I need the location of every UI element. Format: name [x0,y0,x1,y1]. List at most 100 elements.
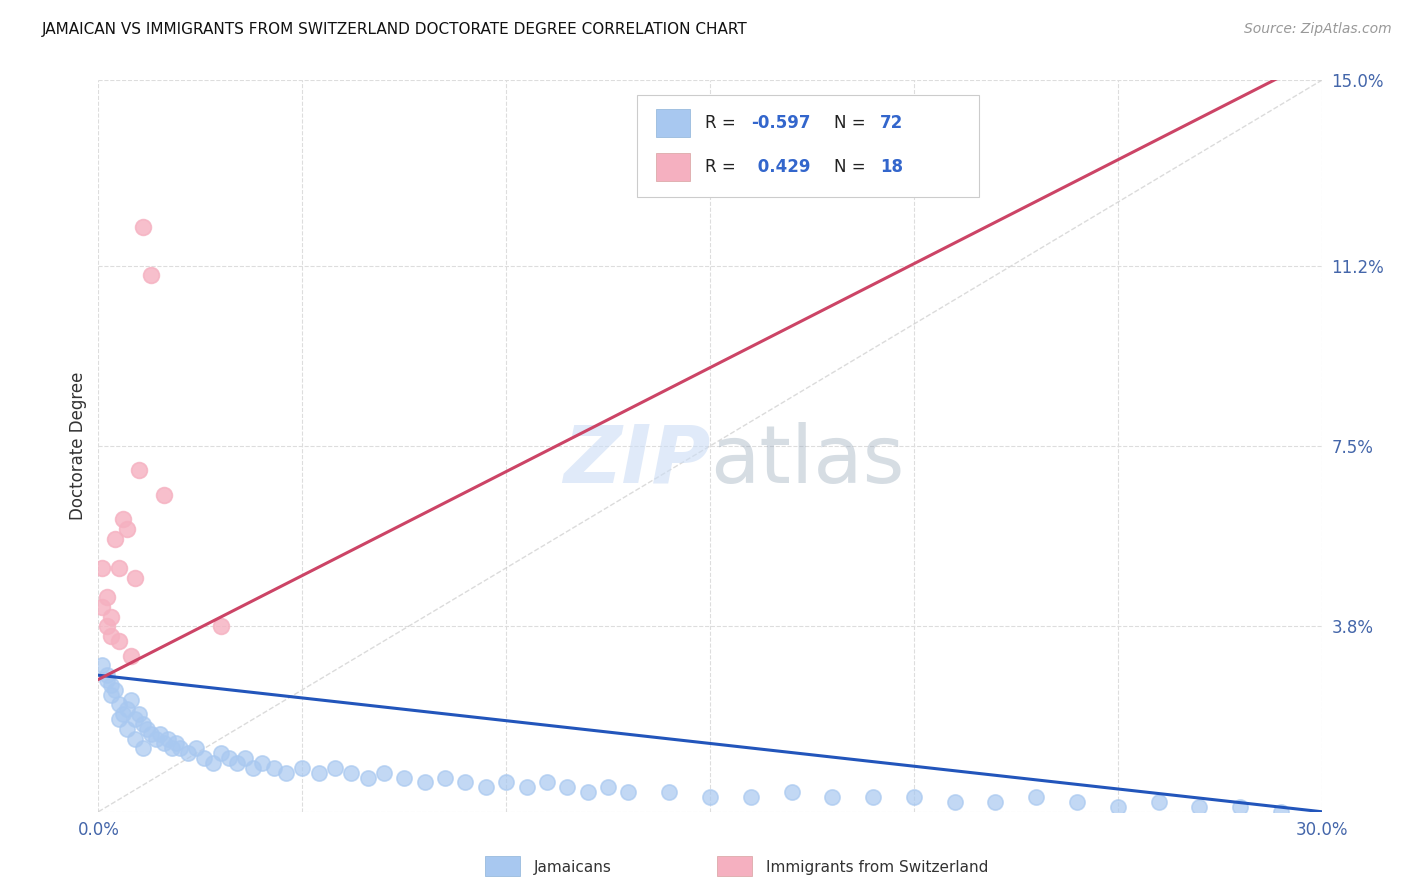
Point [100,688,122,702]
Point [291,761,314,775]
Point [1188,800,1211,814]
Text: -0.597: -0.597 [752,114,811,132]
Point [115,702,138,716]
Point [193,751,215,765]
Point [152,736,174,750]
Point [903,790,925,805]
Point [373,765,395,780]
Point [201,756,224,770]
Point [186,741,208,756]
Point [557,780,579,795]
Point [699,790,721,805]
Point [128,463,150,477]
Point [576,785,599,799]
Point [308,765,330,780]
Text: Jamaicans: Jamaicans [534,860,612,874]
Point [263,761,285,775]
Point [218,751,240,765]
Point [108,561,131,575]
Point [141,727,163,741]
Point [1270,805,1292,819]
Text: ZIP: ZIP [562,422,710,500]
Point [536,775,558,789]
Text: JAMAICAN VS IMMIGRANTS FROM SWITZERLAND DOCTORATE DEGREE CORRELATION CHART: JAMAICAN VS IMMIGRANTS FROM SWITZERLAND … [42,22,748,37]
Point [780,785,803,799]
Text: Immigrants from Switzerland: Immigrants from Switzerland [766,860,988,874]
Point [91,561,114,575]
Point [152,488,174,502]
Point [1066,795,1088,809]
Point [132,219,155,234]
Point [100,678,122,692]
Point [1229,800,1251,814]
Point [124,712,146,726]
Point [658,785,681,799]
Point [356,771,378,785]
Point [474,780,498,795]
Point [943,795,966,809]
Point [274,765,297,780]
Point [495,775,517,789]
Point [1147,795,1170,809]
Text: R =: R = [706,114,741,132]
Point [136,722,159,736]
Point [454,775,477,789]
Text: atlas: atlas [710,422,904,500]
Point [108,634,131,648]
Point [598,780,620,795]
Point [115,522,138,536]
Point [740,790,762,805]
Point [141,268,163,283]
Point [120,648,142,663]
Point [132,717,155,731]
Point [209,619,232,633]
Text: 0.429: 0.429 [752,158,810,176]
Point [1107,800,1129,814]
Point [250,756,273,770]
Point [104,532,127,546]
Point [165,736,187,750]
Point [169,741,191,756]
Point [209,746,232,760]
Point [392,771,416,785]
Point [120,692,142,706]
Point [132,741,155,756]
Point [160,741,183,756]
Point [115,722,138,736]
Text: N =: N = [834,158,870,176]
Point [145,731,167,746]
Point [124,731,146,746]
Point [862,790,884,805]
Point [242,761,264,775]
Point [111,512,134,526]
Point [108,712,131,726]
Text: R =: R = [706,158,741,176]
Point [434,771,457,785]
Point [516,780,538,795]
Point [104,682,127,697]
Point [96,619,118,633]
Point [100,629,122,643]
Point [413,775,436,789]
Point [821,790,844,805]
Point [91,599,114,614]
Point [108,698,131,712]
Point [1025,790,1047,805]
Bar [657,109,690,137]
Text: Source: ZipAtlas.com: Source: ZipAtlas.com [1244,22,1392,37]
Point [128,707,150,722]
Point [984,795,1007,809]
Point [323,761,346,775]
Point [100,609,122,624]
Bar [657,153,690,181]
Point [617,785,640,799]
Point [233,751,256,765]
Text: N =: N = [834,114,870,132]
Point [96,673,118,687]
Point [124,571,146,585]
Point [149,727,172,741]
Point [96,668,118,682]
Point [177,746,200,760]
Point [96,590,118,604]
Point [340,765,363,780]
